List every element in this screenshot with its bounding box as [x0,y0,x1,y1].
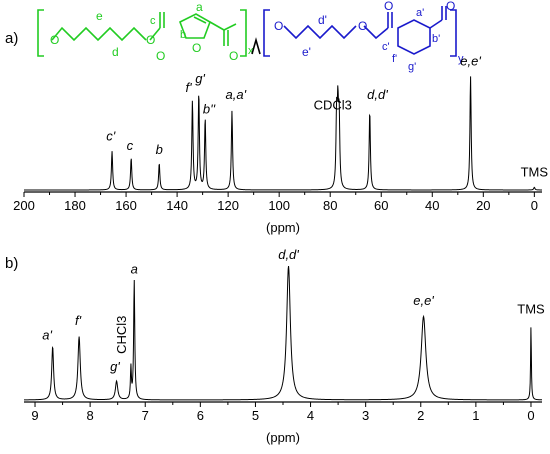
x-tick-label: 80 [323,198,337,213]
svg-text:c: c [150,15,156,27]
peak-annotation: f' [186,80,193,95]
blue-labels: O d' e' O c' O a' b' f' g' O y [274,0,464,73]
panel-a-plot: 200 180 160 140 120 100 80 60 40 20 0 c'c bf'g'b''a… [13,53,548,235]
peak-annotation: c [127,138,134,153]
x-tick-label: 3 [362,408,369,423]
green-segment [37,9,247,57]
panel-b-xlabel: (ppm) [266,430,300,445]
peak-annotation: g' [195,71,205,86]
svg-text:O: O [50,33,59,47]
panel-b-plot: 9 8 7 6 5 4 3 2 1 0 a' f' g' CHCl3 a d,d' e,e' TMS (ppm) [24,247,545,445]
svg-text:a': a' [416,7,424,19]
x-tick-label: 100 [268,198,290,213]
svg-text:x: x [248,45,254,57]
svg-text:y: y [458,53,464,65]
x-tick-label: 7 [142,408,149,423]
x-tick-label: 0 [527,408,534,423]
svg-text:O: O [192,41,201,55]
svg-text:b: b [180,29,186,41]
peak-annotation: a,a' [226,87,247,102]
panel-label-b: b) [5,255,18,272]
svg-text:O: O [384,0,393,13]
panel-label-a: a) [5,30,18,47]
x-tick-label: 0 [531,198,538,213]
green-labels: O e d O c O a b O O x [50,0,254,63]
peak-annotation: TMS [517,302,545,317]
x-tick-label: 140 [166,198,188,213]
peak-annotation: CDCl3 [314,98,352,113]
x-tick-label: 60 [374,198,388,213]
panel-b-spectrum-line [24,266,543,401]
panel-a-spectrum-line [24,76,542,191]
peak-annotation: d,d' [278,247,299,262]
svg-text:e': e' [302,45,311,59]
x-tick-label: 6 [197,408,204,423]
svg-text:O: O [358,19,367,33]
svg-text:a: a [196,0,203,14]
peak-annotation: e,e' [413,293,434,308]
svg-text:O: O [146,33,155,47]
svg-text:O: O [229,49,238,63]
peak-annotation: g' [110,359,120,374]
x-tick-label: 4 [307,408,314,423]
x-tick-label: 2 [417,408,424,423]
x-tick-label: 20 [476,198,490,213]
blue-segment [263,6,457,57]
peak-annotation: TMS [521,165,549,180]
x-tick-label: 180 [64,198,86,213]
x-tick-label: 200 [13,198,35,213]
break-symbol [251,37,261,55]
x-tick-label: 160 [115,198,137,213]
svg-text:d: d [112,45,119,59]
peak-annotation: a' [42,328,52,343]
peak-annotation: b'' [203,102,216,117]
peak-annotation: c' [106,128,116,143]
peak-annotation: CHCl3 [114,316,129,354]
x-tick-label: 9 [31,408,38,423]
peak-annotation: d,d' [367,87,388,102]
peak-annotation: f' [75,313,82,328]
peak-annotation: e,e' [460,53,481,68]
x-tick-label: 8 [87,408,94,423]
svg-text:c': c' [382,41,390,53]
peak-annotation: b [156,142,163,157]
svg-text:O: O [446,0,455,13]
x-tick-label: 1 [472,408,479,423]
x-tick-label: 40 [425,198,439,213]
svg-text:f': f' [392,53,397,65]
svg-text:O: O [274,19,283,33]
svg-text:d': d' [318,13,327,27]
panel-b-annotations: a' f' g' CHCl3 a d,d' e,e' TMS [42,247,545,374]
svg-text:O: O [156,49,165,63]
peak-annotation: a [131,261,138,276]
svg-text:e: e [96,9,103,23]
panel-a-xlabel: (ppm) [266,220,300,235]
svg-text:g': g' [408,61,416,73]
x-tick-label: 120 [217,198,239,213]
panel-b-x-ticks: 9 8 7 6 5 4 3 2 1 0 [31,402,535,423]
panel-a-x-ticks: 200 180 160 140 120 100 80 60 40 20 0 [13,192,538,213]
polymer-structure: O e d O c O a b O O x O [37,0,464,73]
svg-text:b': b' [432,33,440,45]
x-tick-label: 5 [252,408,259,423]
